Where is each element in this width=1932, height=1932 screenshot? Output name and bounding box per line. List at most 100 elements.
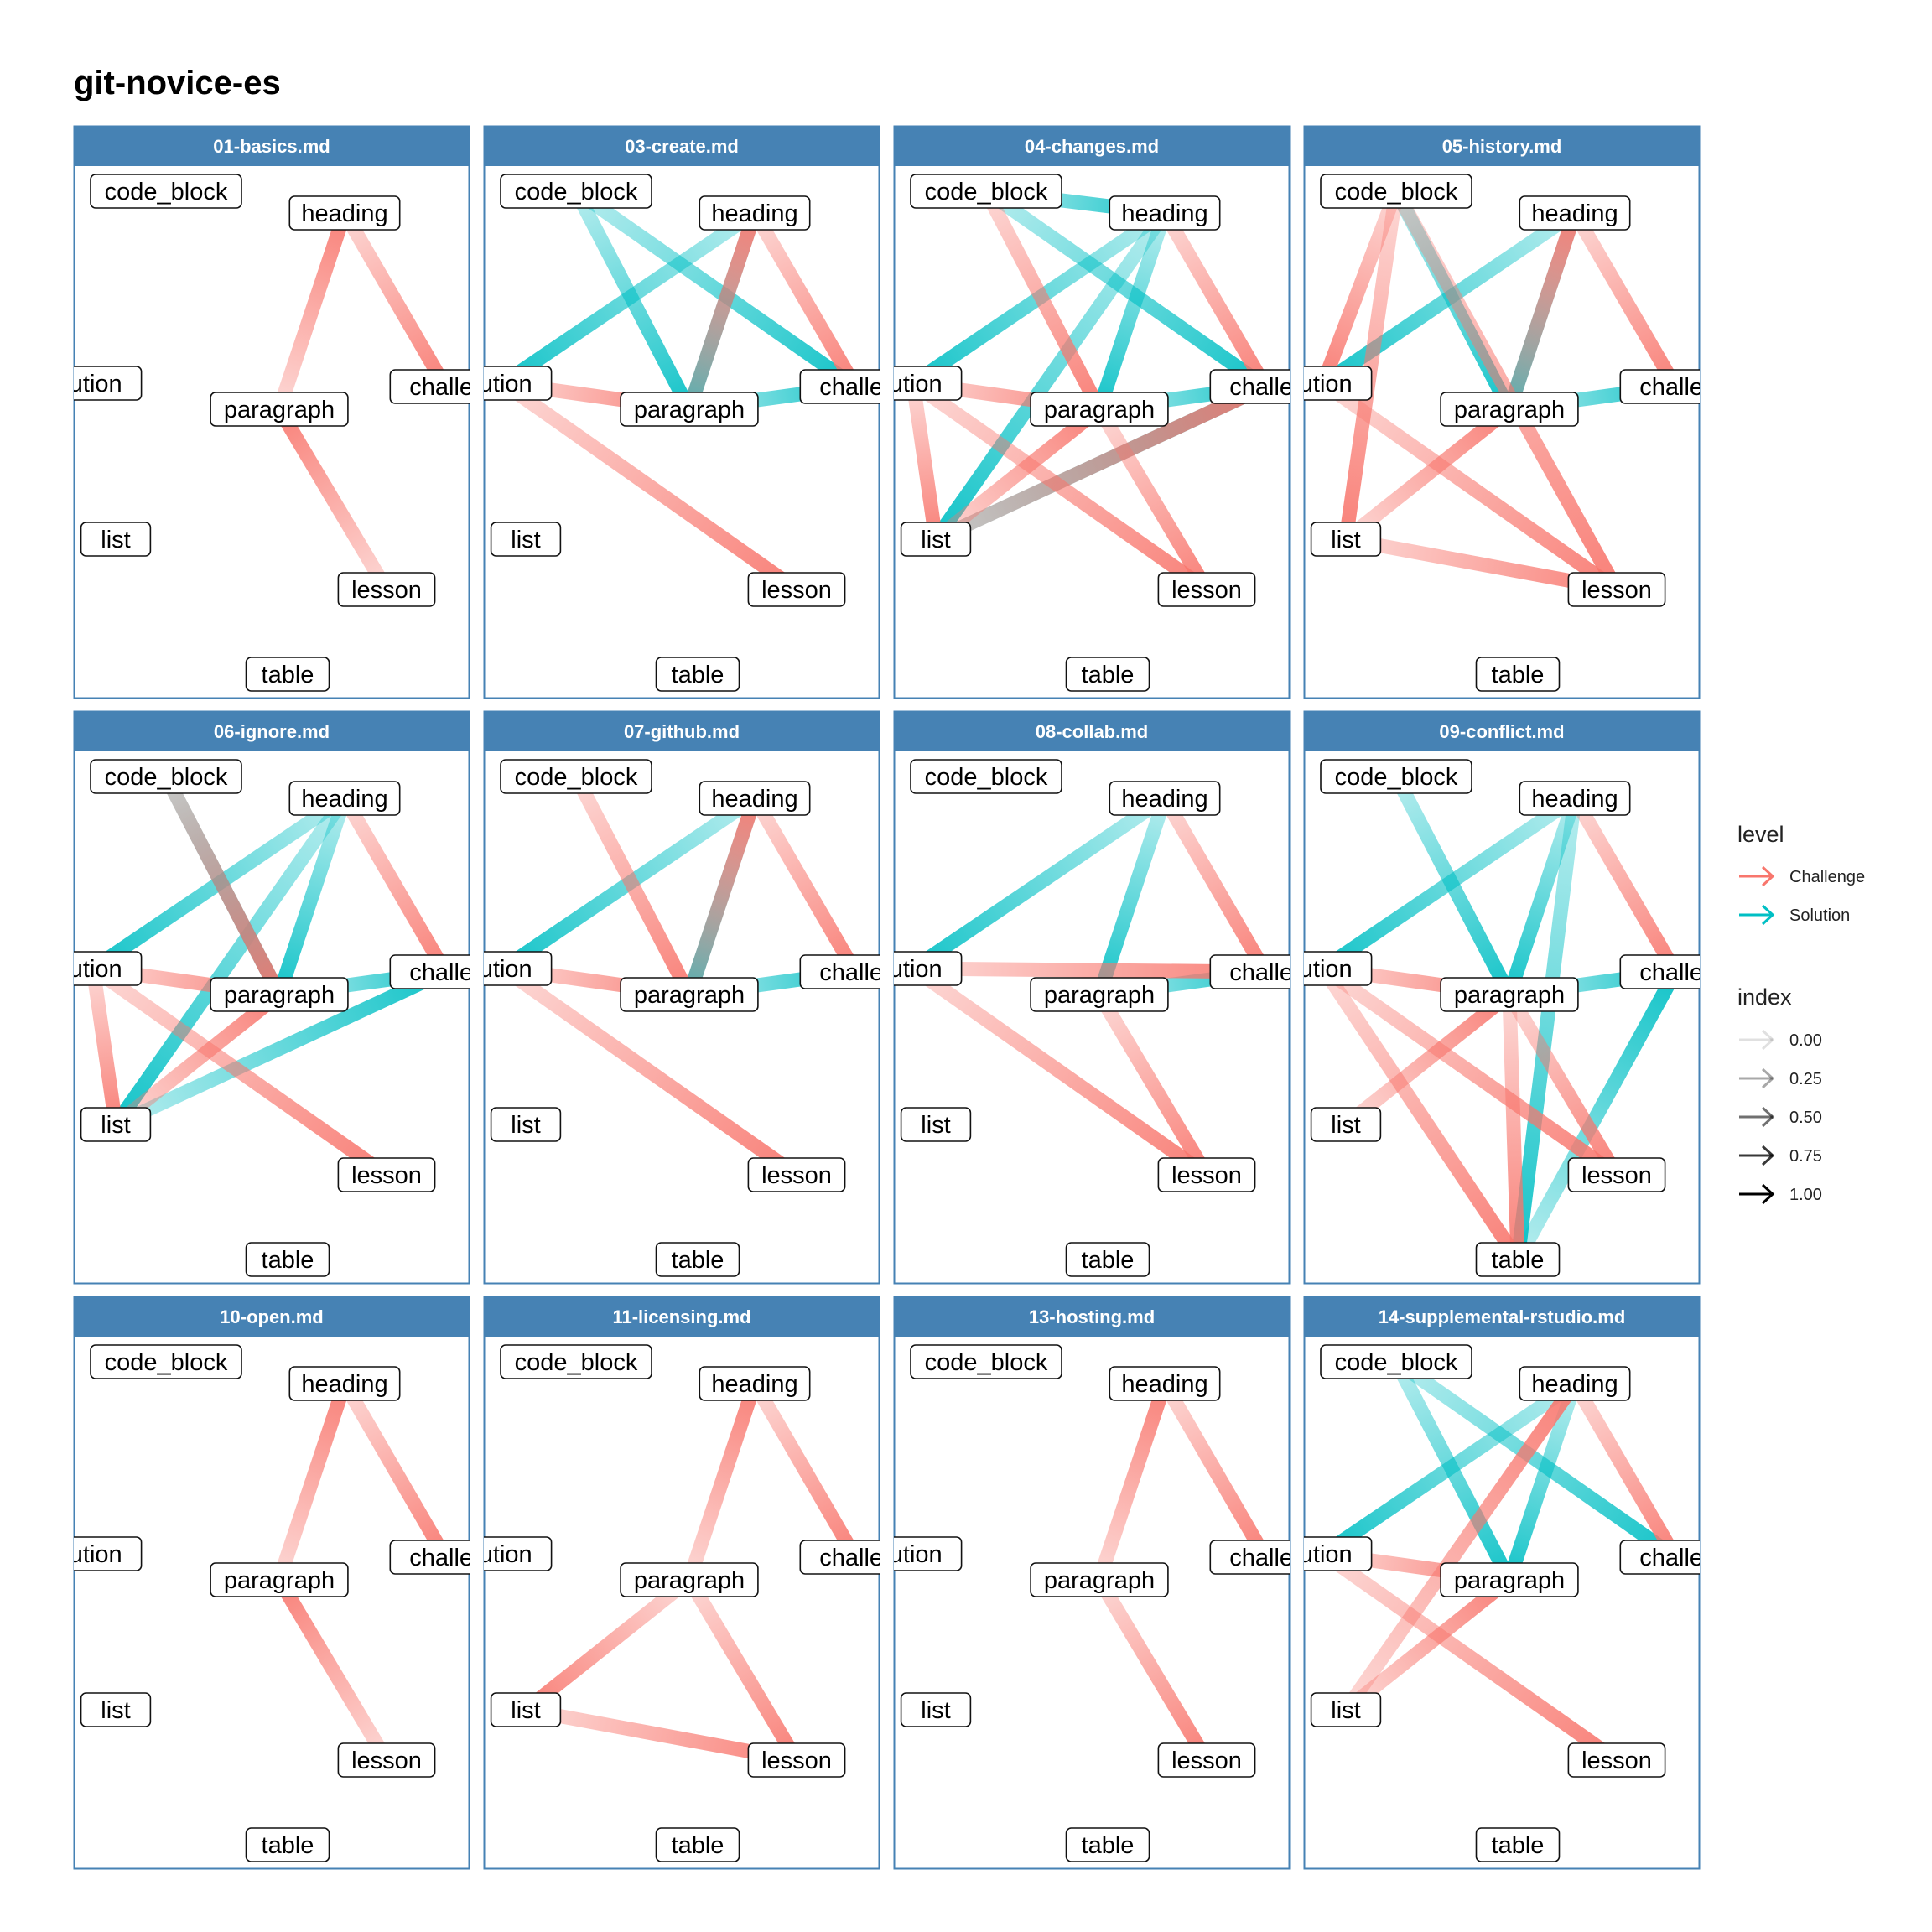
node-lesson: lesson bbox=[337, 1157, 436, 1192]
node-label: paragraph bbox=[1044, 1567, 1155, 1594]
node-code_block: code_block bbox=[1320, 174, 1472, 209]
edge-heading-challenge bbox=[338, 1379, 452, 1561]
edge-heading-challenge bbox=[1568, 209, 1682, 391]
node-label: table bbox=[262, 662, 314, 688]
node-label: challer bbox=[1639, 1545, 1711, 1571]
edge-paragraph-heading bbox=[682, 210, 762, 412]
node-label: paragraph bbox=[1044, 397, 1155, 423]
edge-solution-lesson bbox=[1319, 963, 1621, 1181]
facet-strip bbox=[484, 126, 880, 166]
node-heading: heading bbox=[288, 1366, 401, 1401]
facet-title: 01-basics.md bbox=[213, 136, 330, 157]
node-table: table bbox=[1475, 657, 1561, 692]
node-label: list bbox=[101, 1112, 130, 1139]
edge-solution-list bbox=[906, 382, 943, 541]
node-label: paragraph bbox=[1454, 982, 1565, 1009]
facet-title: 04-changes.md bbox=[1025, 136, 1159, 157]
legend-key-index bbox=[1739, 1145, 1775, 1166]
node-label: heading bbox=[301, 1371, 387, 1398]
legend-key-challenge bbox=[1739, 865, 1775, 887]
node-label: lesson bbox=[761, 1748, 832, 1774]
edge-heading-list bbox=[930, 209, 1171, 543]
node-solution: lution bbox=[484, 1536, 553, 1571]
edge-solution-lesson bbox=[909, 963, 1211, 1181]
edge-heading-table bbox=[1510, 797, 1582, 1261]
node-label: challer bbox=[1639, 959, 1711, 986]
node-label: heading bbox=[711, 200, 797, 227]
node-label: challer bbox=[1229, 374, 1301, 401]
node-paragraph: paragraph bbox=[1440, 1562, 1579, 1597]
legend-label: 1.00 bbox=[1789, 1186, 1822, 1204]
node-heading: heading bbox=[1109, 1366, 1221, 1401]
node-list: list bbox=[490, 1107, 562, 1142]
plot-title: git-novice-es bbox=[74, 65, 281, 101]
node-solution: lution bbox=[1294, 366, 1373, 401]
node-list: list bbox=[80, 522, 152, 557]
edge-heading-challenge bbox=[748, 1379, 862, 1561]
edge-code_block-solution bbox=[1317, 188, 1403, 387]
node-list: list bbox=[1310, 1692, 1382, 1727]
node-label: list bbox=[921, 1112, 950, 1139]
edge-code_block-challenge bbox=[1392, 1356, 1680, 1563]
node-solution: lution bbox=[484, 366, 553, 401]
edge-heading-solution bbox=[499, 206, 759, 390]
node-label: lesson bbox=[1581, 1748, 1652, 1774]
facet-strip bbox=[894, 126, 1290, 166]
node-paragraph: paragraph bbox=[1440, 977, 1579, 1012]
facet-strip bbox=[484, 711, 880, 751]
node-label: challer bbox=[409, 1545, 481, 1571]
node-label: code_block bbox=[515, 764, 638, 791]
node-label: heading bbox=[301, 200, 387, 227]
node-label: lution bbox=[64, 1541, 122, 1568]
node-table: table bbox=[1065, 1242, 1150, 1277]
node-label: lution bbox=[1294, 371, 1352, 397]
node-label: code_block bbox=[1335, 179, 1458, 205]
node-list: list bbox=[80, 1692, 152, 1727]
node-label: paragraph bbox=[224, 397, 335, 423]
node-heading: heading bbox=[1519, 195, 1631, 231]
node-code_block: code_block bbox=[90, 1344, 242, 1379]
edge-paragraph-lesson bbox=[1503, 990, 1623, 1179]
node-label: code_block bbox=[105, 179, 228, 205]
node-label: heading bbox=[1121, 200, 1208, 227]
edge-lesson-paragraph bbox=[273, 405, 393, 594]
edge-paragraph-heading bbox=[1502, 210, 1582, 412]
node-lesson: lesson bbox=[1157, 572, 1256, 607]
node-paragraph: paragraph bbox=[210, 977, 349, 1012]
facet-panel: 14-supplemental-rstudio.md code_blockhead… bbox=[1303, 1296, 1711, 1870]
node-label: list bbox=[1331, 527, 1360, 553]
node-paragraph: paragraph bbox=[1030, 392, 1169, 427]
node-challenge: challer bbox=[799, 1540, 880, 1575]
node-label: table bbox=[1082, 1247, 1135, 1274]
legend-label: 0.50 bbox=[1789, 1109, 1822, 1127]
legend-title-level: level bbox=[1737, 822, 1784, 847]
node-label: table bbox=[262, 1832, 314, 1859]
facet-title: 03-create.md bbox=[625, 136, 739, 157]
facet-title: 10-open.md bbox=[220, 1306, 323, 1327]
node-label: table bbox=[262, 1247, 314, 1274]
node-label: table bbox=[1492, 1247, 1545, 1274]
node-label: lesson bbox=[761, 1162, 832, 1189]
node-heading: heading bbox=[699, 195, 811, 231]
node-table: table bbox=[1065, 1827, 1150, 1862]
node-code_block: code_block bbox=[1320, 1344, 1472, 1379]
edge-list-paragraph bbox=[931, 403, 1104, 545]
legend-key-index bbox=[1739, 1183, 1775, 1205]
node-paragraph: paragraph bbox=[620, 1562, 759, 1597]
facet-strip bbox=[484, 1296, 880, 1337]
node-code_block: code_block bbox=[500, 174, 652, 209]
node-label: list bbox=[921, 527, 950, 553]
node-label: list bbox=[101, 1697, 130, 1724]
node-label: heading bbox=[1121, 786, 1208, 813]
edge-heading-challenge bbox=[1158, 794, 1272, 976]
node-label: challer bbox=[1639, 374, 1711, 401]
edge-list-paragraph bbox=[111, 989, 284, 1130]
edge-solution-lesson bbox=[1319, 1548, 1621, 1766]
node-label: heading bbox=[1531, 786, 1618, 813]
facet-title: 06-ignore.md bbox=[214, 721, 330, 742]
